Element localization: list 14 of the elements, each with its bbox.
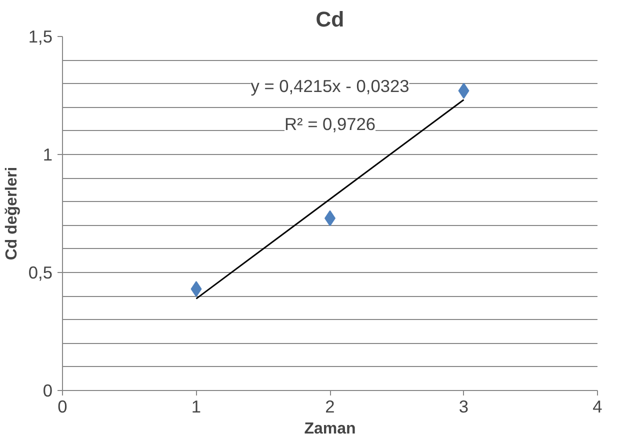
y-tick-label: 0,5 — [28, 262, 53, 282]
x-tick-label: 0 — [58, 396, 68, 416]
y-axis-title: Cd değerleri — [3, 166, 20, 260]
annotation: y = 0,4215x - 0,0323 — [250, 76, 410, 96]
y-tick-label: 1 — [42, 144, 53, 164]
chart-title: Cd — [316, 8, 344, 32]
y-tick-label: 1,5 — [28, 26, 53, 46]
x-tick-label: 1 — [191, 396, 202, 416]
y-tick-label: 0 — [42, 380, 53, 400]
annotation: R² = 0,9726 — [284, 114, 376, 134]
x-axis-title: Zaman — [304, 420, 356, 438]
x-tick-label: 3 — [458, 396, 469, 416]
x-tick-label: 2 — [325, 396, 335, 416]
x-tick-label: 4 — [592, 396, 603, 416]
